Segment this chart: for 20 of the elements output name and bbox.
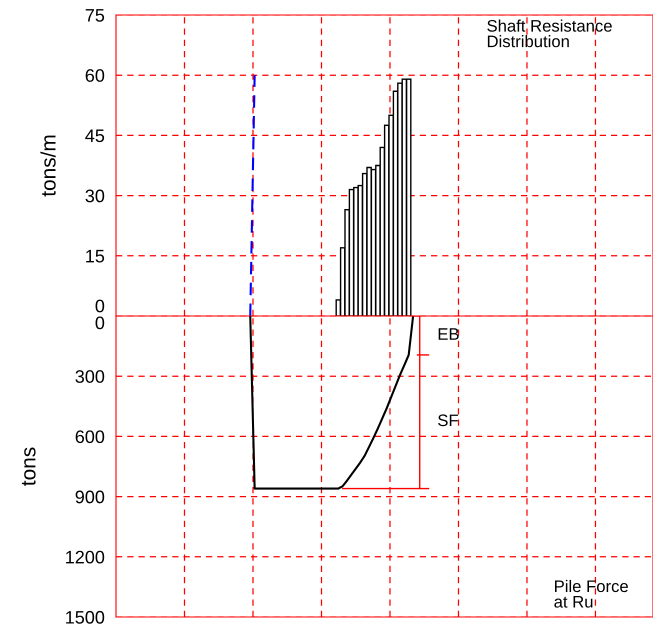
y-tick-label: 30 — [85, 190, 104, 202]
text: Shaft Resistance Distribution — [487, 20, 612, 48]
bar — [406, 78, 412, 316]
text: Pile Force at Ru — [554, 580, 628, 608]
y-tick-label: 1200 — [66, 550, 104, 564]
y-tick-label: 300 — [75, 370, 104, 383]
y-tick-label: 600 — [76, 430, 104, 444]
annotation: SF — [438, 414, 458, 426]
y-tick-label: 15 — [86, 250, 104, 263]
y-tick-label: 60 — [86, 69, 104, 82]
y-tick-label: 900 — [76, 490, 104, 504]
y-axis-title: tons/m — [40, 136, 56, 196]
y-tick-label: 0 — [96, 300, 104, 312]
y-tick-label: 0 — [96, 316, 104, 330]
annotation: EB — [438, 328, 459, 340]
y-tick-label: 1500 — [66, 610, 104, 624]
line-series — [249, 316, 414, 490]
y-tick-label: 75 — [86, 9, 104, 22]
y-tick-label: 45 — [85, 130, 104, 142]
y-axis-title: tons — [22, 448, 36, 486]
